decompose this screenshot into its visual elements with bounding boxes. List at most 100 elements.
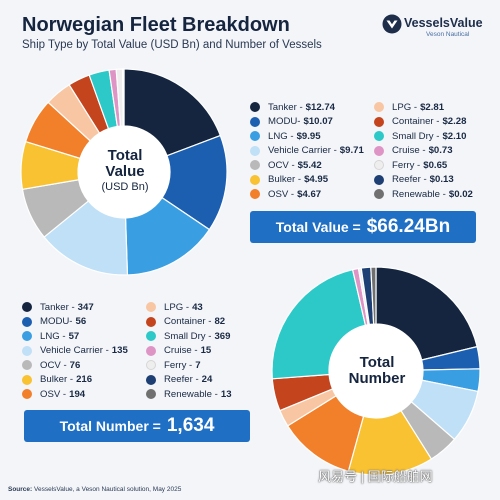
- total-value-box: Total Value = $66.24Bn: [250, 211, 476, 243]
- value-pie-donut-hole: [78, 126, 170, 218]
- legend-item-modu: MODU- 56: [22, 316, 86, 328]
- total-number-label: Total Number =: [59, 418, 161, 434]
- legend-label: Cruise -: [164, 345, 198, 356]
- value-center-line3: (USD Bn): [101, 181, 149, 193]
- legend-dot-icon: [146, 360, 156, 370]
- source-text: VesselsValue, a Veson Nautical solution,…: [34, 486, 182, 493]
- legend-label: Tanker -: [40, 301, 75, 313]
- legend-label: Container -: [164, 316, 212, 327]
- legend-label: Vehicle Carrier -: [40, 345, 109, 356]
- legend-value: 76: [69, 359, 81, 371]
- source-label: Source:: [8, 486, 33, 493]
- number-legend: Tanker -347 MODU- 56 LNG -57 Vehicle Carrier…: [22, 301, 262, 401]
- legend-value: 216: [76, 374, 93, 385]
- legend-item-lpg: LPG -43: [146, 301, 203, 313]
- legend-value: 135: [111, 345, 128, 356]
- legend-label: Bulker -: [268, 174, 302, 185]
- legend-item-osv: OSV - $4.67: [250, 188, 321, 200]
- total-number-box: Total Number = 1,634: [24, 410, 250, 442]
- legend-item-small-dry: Small Dry - $2.10: [374, 130, 466, 142]
- page-title: Norwegian Fleet Breakdown: [22, 14, 290, 36]
- legend-value: 43: [192, 301, 203, 313]
- value-center-line2: Value: [105, 163, 145, 180]
- legend-value: 7: [195, 359, 201, 371]
- legend-value: $0.65: [423, 159, 448, 171]
- legend-label: Bulker -: [40, 374, 74, 385]
- legend-label: OSV -: [268, 188, 295, 200]
- legend-dot-icon: [146, 345, 156, 356]
- legend-label: LPG -: [164, 301, 190, 313]
- legend-dot-icon: [22, 360, 32, 370]
- legend-value: $4.95: [304, 174, 329, 185]
- legend-item-lpg: LPG - $2.81: [374, 101, 444, 113]
- legend-item-lng: LNG - $9.95: [250, 130, 321, 142]
- number-pie-center-label: Total Number: [327, 355, 427, 387]
- legend-item-reefer: Reefer - $0.13: [374, 174, 454, 186]
- legend-dot-icon: [146, 389, 156, 399]
- legend-label: Renewable -: [392, 188, 446, 200]
- logo-name: VesselsValue: [404, 16, 483, 30]
- legend-item-tanker: Tanker - $12.74: [250, 101, 335, 113]
- legend-item-container: Container -82: [146, 316, 225, 328]
- legend-value: 194: [69, 388, 86, 400]
- total-value-amount: $66.24Bn: [366, 216, 451, 237]
- legend-label: Tanker -: [268, 101, 303, 113]
- legend-dot-icon: [146, 316, 156, 327]
- legend-value: $2.81: [420, 101, 445, 113]
- legend-label: Ferry -: [164, 359, 193, 371]
- watermark-text: 风易号 | 国际船舶网: [318, 469, 433, 484]
- legend-label: LPG -: [392, 101, 418, 113]
- legend-label: Cruise -: [392, 145, 426, 156]
- legend-value: 369: [214, 330, 231, 342]
- legend-dot-icon: [374, 116, 384, 127]
- legend-item-reefer: Reefer -24: [146, 374, 212, 386]
- legend-dot-icon: [250, 131, 260, 141]
- legend-item-small-dry: Small Dry -369: [146, 330, 230, 342]
- legend-item-osv: OSV -194: [22, 388, 85, 400]
- legend-value: 15: [200, 345, 212, 356]
- legend-label: Ferry -: [392, 159, 421, 171]
- legend-item-ocv: OCV -76: [22, 359, 80, 371]
- legend-value: 56: [75, 316, 87, 327]
- number-pie-slice-small-dry: [271, 268, 367, 380]
- legend-value: 347: [77, 301, 94, 313]
- legend-item-cruise: Cruise -15: [146, 345, 211, 357]
- legend-value: $2.28: [442, 116, 467, 127]
- legend-label: MODU-: [268, 116, 301, 127]
- legend-value: 57: [68, 330, 80, 342]
- legend-value: $2.10: [442, 130, 467, 142]
- legend-item-vehicle-carrier: Vehicle Carrier - $9.71: [250, 145, 364, 157]
- number-pie-donut-hole: [329, 324, 423, 418]
- legend-value: $9.71: [339, 145, 364, 156]
- legend-item-renewable: Renewable -13: [146, 388, 232, 400]
- legend-value: 24: [201, 374, 213, 385]
- legend-dot-icon: [250, 116, 260, 127]
- legend-value: $0.02: [448, 188, 473, 200]
- value-pie-chart: [20, 68, 228, 276]
- page-subtitle: Ship Type by Total Value (USD Bn) and Nu…: [22, 39, 322, 51]
- legend-label: Container -: [392, 116, 440, 127]
- legend-item-renewable: Renewable - $0.02: [374, 188, 473, 200]
- source-note: Source: VesselsValue, a Veson Nautical s…: [8, 486, 181, 493]
- logo-mark-icon: [382, 14, 402, 34]
- legend-item-cruise: Cruise - $0.73: [374, 145, 453, 157]
- value-pie-center-label: Total Value (USD Bn): [80, 148, 170, 194]
- legend-label: Reefer -: [164, 374, 199, 385]
- legend-item-bulker: Bulker - $4.95: [250, 174, 328, 186]
- legend-dot-icon: [22, 389, 32, 399]
- legend-item-ferry: Ferry -7: [146, 359, 201, 371]
- legend-value: $12.74: [305, 101, 335, 113]
- legend-dot-icon: [250, 145, 260, 156]
- legend-dot-icon: [250, 102, 260, 112]
- legend-dot-icon: [374, 160, 384, 170]
- legend-label: OCV -: [268, 159, 295, 171]
- legend-dot-icon: [22, 302, 32, 312]
- legend-dot-icon: [374, 145, 384, 156]
- number-center-line1: Total: [359, 354, 395, 371]
- legend-item-vehicle-carrier: Vehicle Carrier -135: [22, 345, 128, 357]
- legend-label: MODU-: [40, 316, 73, 327]
- total-number-amount: 1,634: [166, 415, 215, 436]
- legend-value: 13: [220, 388, 232, 400]
- legend-value: $4.67: [297, 188, 322, 200]
